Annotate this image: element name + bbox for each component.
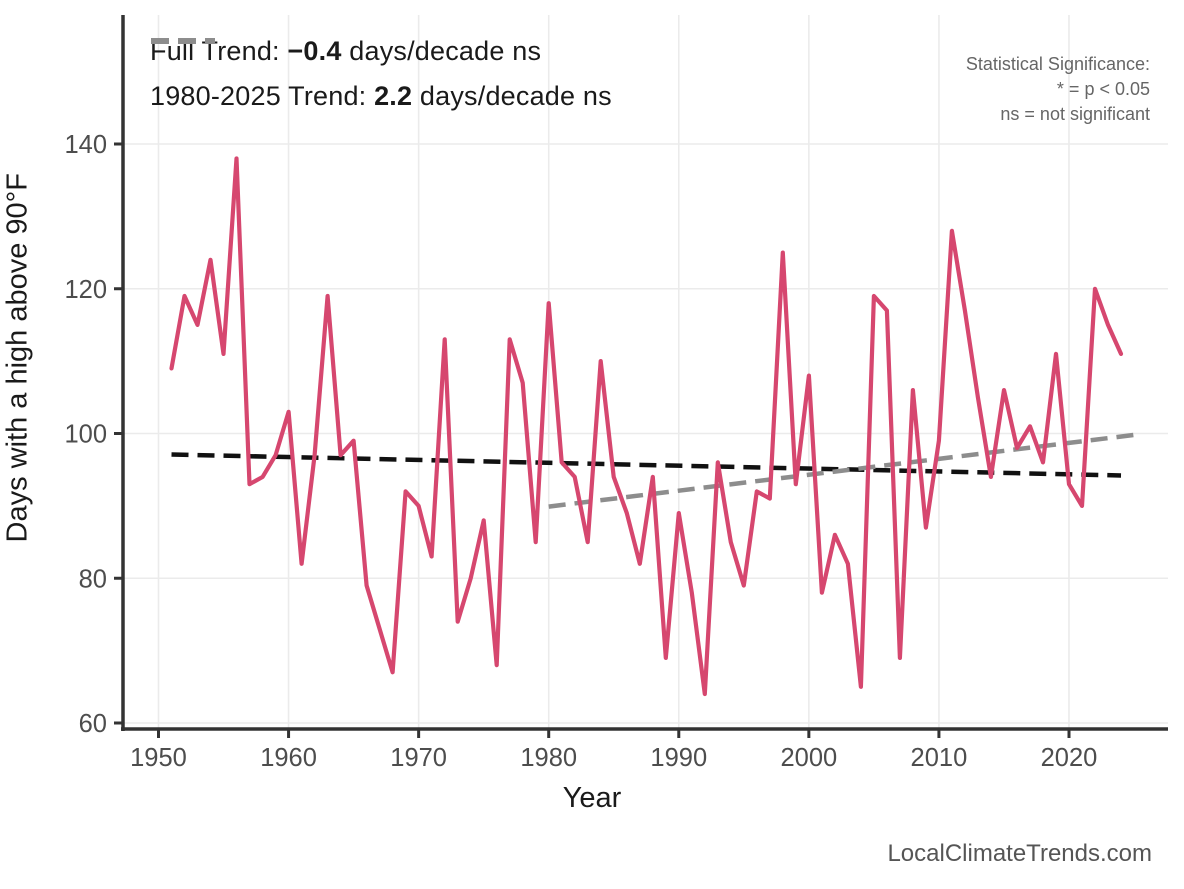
legend: Full Trend: −0.4 days/decade ns 1980-202… [150,36,612,112]
legend-suffix: days/decade ns [341,36,542,66]
x-tick-label: 1960 [260,744,317,772]
significance-note-star: * = p < 0.05 [1056,79,1150,99]
legend-suffix: days/decade ns [412,81,612,111]
watermark: LocalClimateTrends.com [887,840,1152,867]
legend-item-full-trend: Full Trend: −0.4 days/decade ns [150,36,612,67]
legend-item-recent-trend: 1980-2025 Trend: 2.2 days/decade ns [150,38,612,112]
observed-series-line [169,156,1124,697]
legend-value: −0.4 [287,36,342,66]
significance-note: Statistical Significance: * = p < 0.05 n… [966,52,1150,127]
x-tick-label: 2000 [780,744,837,772]
legend-value: 2.2 [374,81,413,111]
legend-label: 1980-2025 Trend: 2.2 days/decade ns [150,81,612,112]
x-tick-label: 1970 [390,744,447,772]
y-tick-label: 60 [79,710,107,738]
y-tick-label: 100 [64,421,107,449]
x-tick-label: 2010 [911,744,968,772]
significance-note-ns: ns = not significant [1000,104,1150,124]
recent-trend-dash-swatch [151,38,215,44]
full-trend-line [171,452,1122,478]
x-axis-title: Year [562,782,622,814]
y-axis-title: Days with a high above 90°F [1,173,34,543]
x-tick-label: 2020 [1041,744,1098,772]
x-tick-label: 1950 [130,744,187,772]
y-tick-label: 140 [64,131,107,159]
recent-trend-line [548,432,1135,509]
x-tick-label: 1980 [520,744,577,772]
x-tick-label: 1990 [650,744,707,772]
significance-note-title: Statistical Significance: [965,54,1150,74]
y-tick-label: 120 [64,276,107,304]
legend-label: Full Trend: −0.4 days/decade ns [150,36,541,67]
legend-prefix: 1980-2025 Trend: [150,81,375,111]
y-tick-label: 80 [79,565,107,593]
